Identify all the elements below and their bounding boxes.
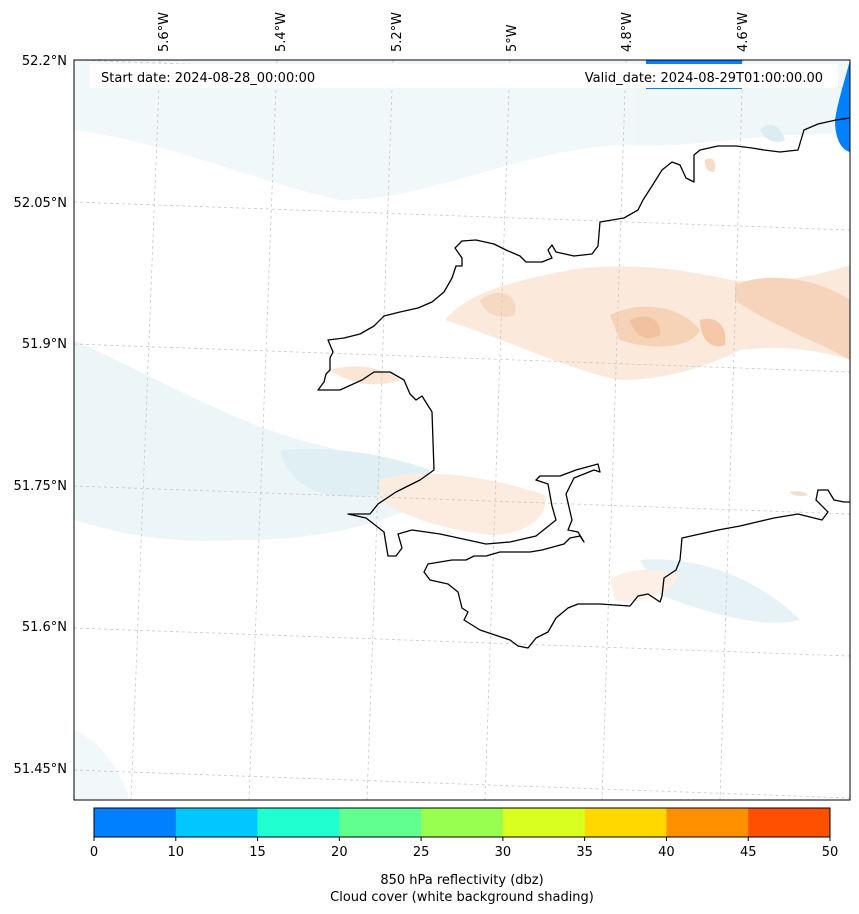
lon-label-1: 5.6°W — [157, 12, 172, 52]
info-box — [90, 64, 838, 88]
colorbar-segment — [666, 808, 749, 837]
reflectivity-cell-2-core — [630, 316, 661, 339]
colorbar-segment — [421, 808, 504, 837]
colorbar-tick-label: 35 — [576, 845, 593, 860]
colorbar-segment — [257, 808, 340, 837]
colorbar-segment — [748, 808, 831, 837]
colorbar-segment — [175, 808, 259, 837]
reflectivity-cell-1 — [480, 292, 516, 317]
reflectivity-patch-east-edge — [835, 60, 850, 152]
colorbar-tick-label: 50 — [822, 845, 839, 860]
colorbar-segment — [502, 808, 586, 837]
colorbar-subtitle: Cloud cover (white background shading) — [330, 890, 594, 905]
colorbar-tick-label: 30 — [495, 845, 512, 860]
colorbar-tick-label: 40 — [658, 845, 675, 860]
cloud-region-north — [74, 60, 850, 200]
colorbar-title: 850 hPa reflectivity (dbz) — [380, 873, 543, 888]
lat-label-3: 51.9°N — [22, 337, 67, 352]
colorbar-tick-label: 15 — [249, 845, 266, 860]
reflectivity-cell-south — [610, 570, 680, 602]
colorbar-segment — [94, 808, 177, 837]
reflectivity-speck — [704, 158, 716, 172]
map-frame — [73, 59, 851, 801]
longitude-labels: 5.6°W 5.4°W 5.2°W 5°W 4.8°W 4.6°W — [157, 12, 751, 52]
lat-label-5: 51.6°N — [22, 620, 67, 635]
cloud-cover-shading — [74, 60, 850, 800]
colorbar-segment — [339, 808, 422, 837]
start-date-label: Start date: 2024-08-28_00:00:00 — [101, 71, 315, 86]
lon-label-2: 5.4°W — [274, 12, 289, 52]
map-panel: Start date: 2024-08-28_00:00:00 Valid_da… — [74, 60, 850, 800]
latitude-labels: 52.2°N 52.05°N 51.9°N 51.75°N 51.6°N 51.… — [14, 54, 67, 777]
lon-label-6: 4.6°W — [736, 12, 751, 52]
lon-label-3: 5.2°W — [390, 12, 405, 52]
lat-label-1: 52.2°N — [22, 54, 67, 69]
colorbar-tick-label: 20 — [331, 845, 348, 860]
lat-label-2: 52.05°N — [14, 196, 67, 211]
colorbar-tick-label: 45 — [740, 845, 757, 860]
lon-label-5: 4.8°W — [620, 12, 635, 52]
colorbar-tick-label: 25 — [413, 845, 430, 860]
reflectivity-cell-3 — [700, 318, 726, 347]
reflectivity-band-south — [380, 473, 546, 535]
valid-date-label: Valid_date: 2024-08-29T01:00:00.00 — [585, 71, 823, 86]
colorbar-tick-label: 10 — [168, 845, 185, 860]
colorbar-tick-label: 0 — [90, 845, 98, 860]
lat-label-6: 51.45°N — [14, 762, 67, 777]
coastline — [317, 117, 850, 649]
colorbar-frame — [93, 807, 831, 838]
reflectivity-cell-west — [330, 366, 400, 385]
colorbar: 0 10 15 20 25 30 35 40 45 50 — [90, 807, 839, 860]
lat-label-4: 51.75°N — [14, 479, 67, 494]
reflectivity-speck-2 — [790, 491, 808, 496]
cloud-region-southeast — [640, 559, 800, 623]
reflectivity-shading — [330, 158, 850, 602]
cloud-patch-northeast — [760, 124, 785, 142]
colorbar-segment — [584, 808, 667, 837]
cloud-region-southwest — [74, 730, 130, 800]
lon-label-4: 5°W — [505, 24, 520, 52]
reflectivity-cell-east — [735, 277, 850, 360]
